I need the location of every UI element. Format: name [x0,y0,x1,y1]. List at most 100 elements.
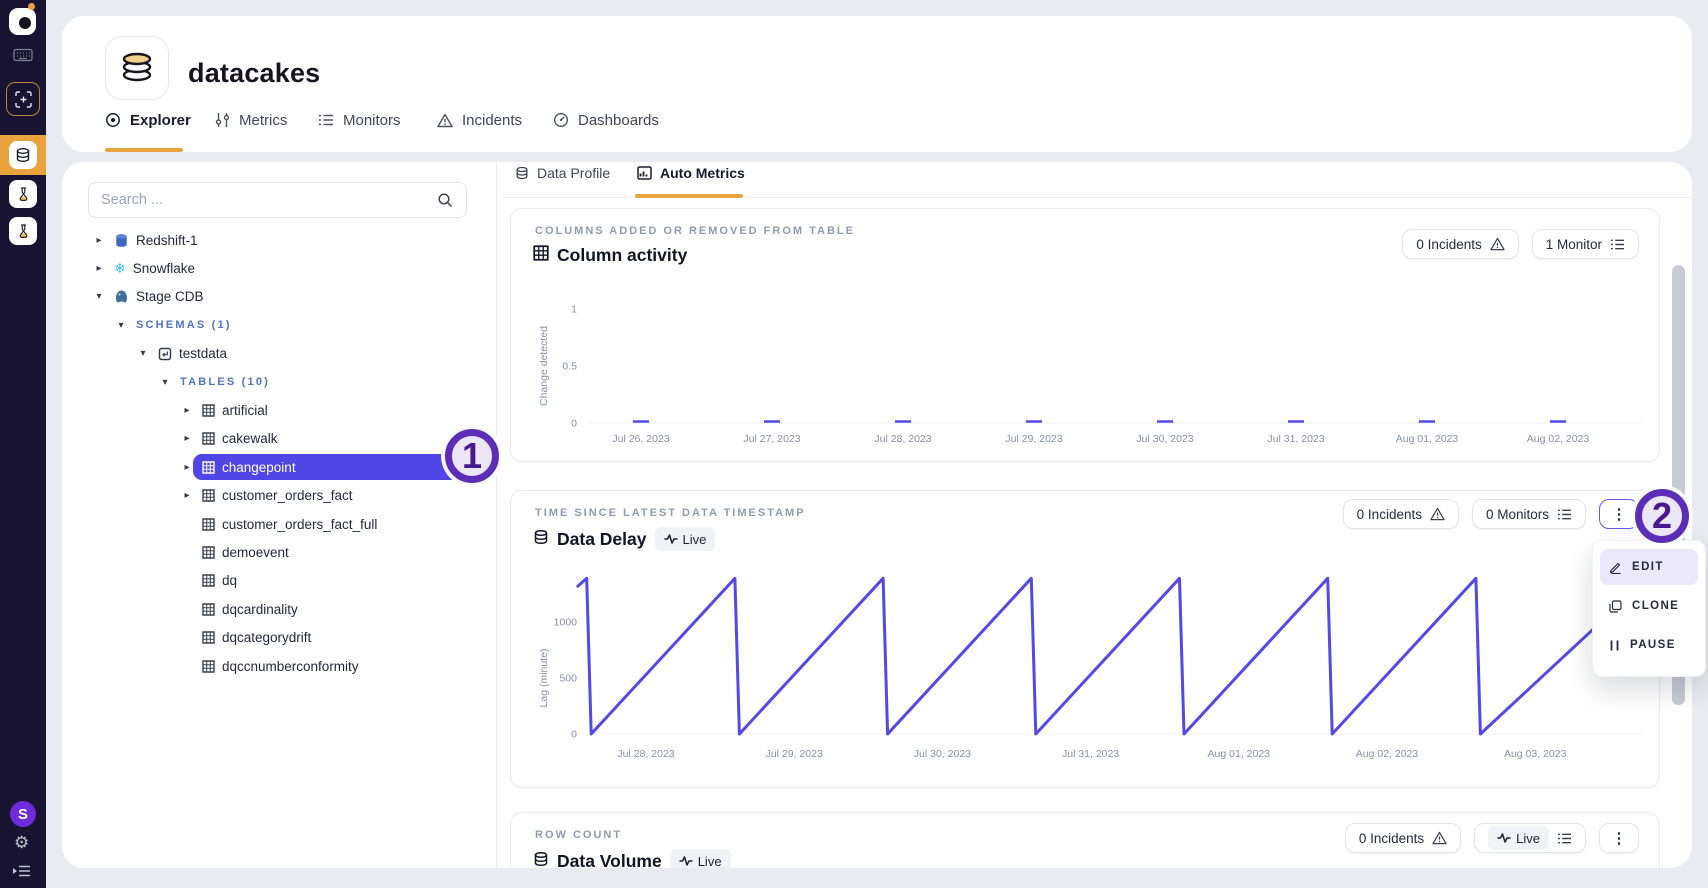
tree-item-artificial[interactable]: ▸ artificial [62,396,497,424]
redshift-icon [114,233,129,248]
database-icon [515,166,529,180]
svg-text:Change detected: Change detected [538,326,550,406]
caret-right-icon[interactable]: ▸ [96,263,102,275]
circle-dot-icon [105,112,121,128]
tree-item-dq[interactable]: dq [62,567,497,595]
sliders-icon [215,112,230,128]
svg-text:Jul 28, 2023: Jul 28, 2023 [874,433,931,445]
source-tree: ▸ Redshift-1 ▸ ❄ Snowflake ▾ Stage CDB ▾… [62,226,497,680]
app-header: datacakes Explorer Metrics Monitors Inci… [62,16,1692,152]
caret-down-icon[interactable]: ▾ [162,376,168,388]
rail-item-explorer-active[interactable] [9,141,37,169]
svg-text:Jul 29, 2023: Jul 29, 2023 [1005,433,1062,445]
search-box[interactable] [88,182,467,218]
monitors-button[interactable]: 0 Monitors [1471,499,1586,529]
rail-item-lab-1[interactable] [9,180,37,208]
datacakes-logo [105,36,169,100]
tree-section-tables[interactable]: ▾ TABLES (10) [62,368,497,396]
tree-item-redshift-1[interactable]: ▸ Redshift-1 [62,226,497,254]
tab-metrics[interactable]: Metrics [215,108,287,132]
tab-auto-metrics[interactable]: Auto Metrics [637,165,745,181]
tree-item-testdata[interactable]: ▾ testdata [62,340,497,368]
list-icon [318,113,334,127]
add-connection-button[interactable] [6,82,40,116]
tab-divider [502,197,1692,198]
card-data-volume: ROW COUNT Data Volume Live 0 Incidents [510,812,1660,868]
database-metric-icon [533,529,549,550]
database-icon [16,148,30,163]
tab-monitors[interactable]: Monitors [318,108,401,132]
live-badge: Live [669,849,731,868]
warning-triangle-icon [437,113,453,128]
svg-text:Jul 31, 2023: Jul 31, 2023 [1267,433,1324,445]
card-title: Data Volume Live [533,849,731,868]
incidents-button[interactable]: 0 Incidents [1342,499,1459,529]
tree-item-demoevent[interactable]: demoevent [62,538,497,566]
tree-item-dqcardinality[interactable]: dqcardinality [62,595,497,623]
monitors-button[interactable]: 1 Monitor [1531,229,1639,259]
table-icon [202,631,215,644]
caret-right-icon[interactable]: ▸ [96,234,102,246]
tab-dashboards[interactable]: Dashboards [553,108,659,132]
active-tab-underline [105,148,183,152]
caret-down-icon[interactable]: ▾ [140,348,146,360]
menu-item-pause[interactable]: PAUSE [1600,627,1698,663]
metrics-panel-icon [637,166,652,180]
svg-text:Jul 29, 2023: Jul 29, 2023 [766,748,823,760]
card-eyebrow: TIME SINCE LATEST DATA TIMESTAMP [535,507,806,519]
card-title: Column activity [533,245,687,266]
tree-item-dqcategorydrift[interactable]: dqcategorydrift [62,623,497,651]
live-badge: Live [654,527,716,551]
warning-triangle-icon [1430,507,1445,521]
caret-right-icon[interactable]: ▸ [184,461,190,473]
tab-explorer[interactable]: Explorer [105,108,191,132]
settings-gear-icon[interactable]: ⚙ [14,833,30,852]
user-avatar-badge[interactable]: S [10,801,36,827]
content-panel: ▸ Redshift-1 ▸ ❄ Snowflake ▾ Stage CDB ▾… [62,162,1692,868]
tree-item-stage-cdb[interactable]: ▾ Stage CDB [62,283,497,311]
caret-down-icon[interactable]: ▾ [118,319,124,331]
table-icon [202,461,215,474]
rail-item-lab-2[interactable] [9,217,37,245]
svg-text:1: 1 [571,304,577,316]
tree-item-cakewalk[interactable]: ▸ cakewalk [62,425,497,453]
tree-item-snowflake[interactable]: ▸ ❄ Snowflake [62,254,497,282]
app-rail: S ⚙ [0,0,46,888]
keyboard-icon[interactable] [13,48,33,67]
gauge-icon [553,112,569,128]
tree-item-customer-orders-fact-full[interactable]: customer_orders_fact_full [62,510,497,538]
svg-text:Jul 26, 2023: Jul 26, 2023 [612,433,669,445]
caret-right-icon[interactable]: ▸ [184,433,190,445]
tree-item-customer-orders-fact[interactable]: ▸ customer_orders_fact [62,482,497,510]
incidents-button[interactable]: 0 Incidents [1344,823,1462,853]
caret-down-icon[interactable]: ▾ [96,291,102,303]
table-grid-icon [533,245,549,266]
annotation-badge-1: 1 [445,429,499,483]
incidents-button[interactable]: 0 Incidents [1402,229,1519,259]
table-icon [202,603,215,616]
collapse-sidebar-icon[interactable] [12,864,32,883]
card-eyebrow: ROW COUNT [535,829,623,841]
warning-triangle-icon [1432,831,1447,845]
pause-icon [1609,639,1620,652]
menu-item-edit[interactable]: EDIT [1600,549,1698,585]
pancake-stack-icon [122,52,152,82]
tree-item-changepoint[interactable]: ▸ changepoint [62,453,497,481]
list-icon [1557,508,1572,521]
tree-section-schemas[interactable]: ▾ SCHEMAS (1) [62,311,497,339]
kebab-menu-button[interactable]: ⋮ [1599,499,1639,529]
tab-data-profile[interactable]: Data Profile [515,165,610,181]
selected-table-highlight[interactable]: changepoint [193,454,483,481]
caret-right-icon[interactable]: ▸ [184,490,190,502]
tree-item-dqccnumberconformity[interactable]: dqccnumberconformity [62,652,497,680]
caret-right-icon[interactable]: ▸ [184,405,190,417]
menu-item-clone[interactable]: CLONE [1600,588,1698,624]
search-input[interactable] [101,192,437,208]
workspace-logo[interactable] [9,8,36,35]
kebab-dropdown-menu: EDIT CLONE PAUSE [1592,540,1706,677]
search-icon[interactable] [437,192,454,209]
live-monitor-button[interactable]: Live [1474,823,1586,853]
tab-incidents[interactable]: Incidents [437,108,522,132]
kebab-menu-button[interactable]: ⋮ [1599,823,1639,853]
svg-text:Aug 01, 2023: Aug 01, 2023 [1396,433,1459,445]
